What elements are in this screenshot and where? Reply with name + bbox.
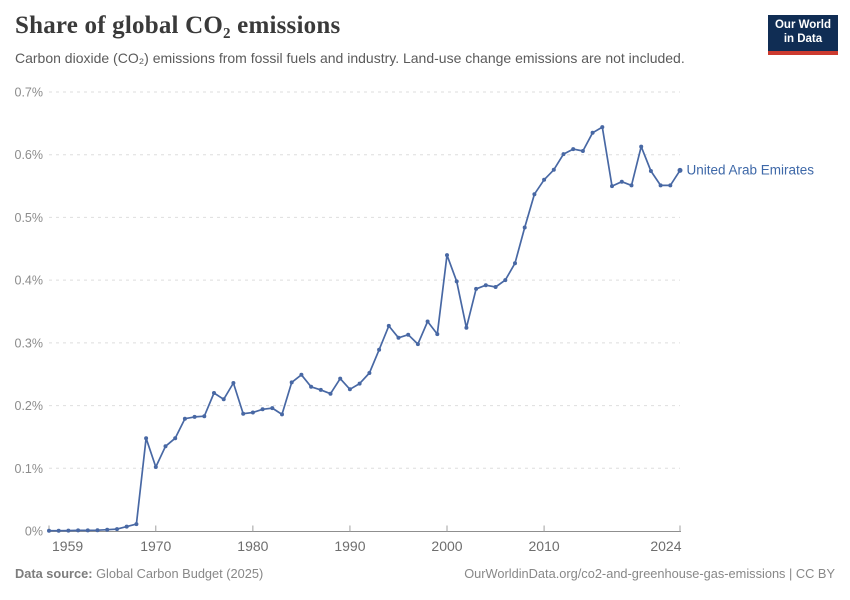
emissions-trend-line[interactable]: [48, 126, 681, 532]
data-point[interactable]: [144, 436, 149, 441]
data-point[interactable]: [561, 152, 566, 157]
data-point[interactable]: [619, 179, 624, 184]
data-point[interactable]: [347, 387, 352, 392]
data-source-label: Data source:: [15, 566, 93, 581]
data-point[interactable]: [542, 177, 547, 182]
y-axis-tick-label: 0.2%: [15, 399, 44, 413]
data-source-value: Global Carbon Budget (2025): [96, 566, 264, 581]
x-axis-tick-label: 2000: [431, 538, 462, 554]
data-point[interactable]: [289, 380, 294, 385]
data-point[interactable]: [95, 528, 100, 533]
data-point[interactable]: [464, 325, 469, 330]
data-point[interactable]: [600, 125, 605, 130]
data-point[interactable]: [221, 397, 226, 402]
data-point[interactable]: [522, 225, 527, 230]
data-point[interactable]: [483, 283, 488, 288]
data-point[interactable]: [425, 319, 430, 324]
chart-header: Share of global CO₂ emissions Carbon dio…: [15, 12, 755, 67]
x-axis-tick-label: 2024: [650, 538, 681, 554]
data-point[interactable]: [202, 414, 207, 419]
data-point[interactable]: [386, 323, 391, 328]
data-point[interactable]: [367, 371, 372, 375]
x-axis-tick-label: 1990: [334, 538, 365, 554]
owid-logo-line2: in Data: [783, 32, 823, 45]
data-point[interactable]: [231, 381, 236, 385]
chart-subtitle: Carbon dioxide (CO₂) emissions from foss…: [15, 49, 685, 66]
data-point[interactable]: [56, 528, 61, 533]
data-point[interactable]: [639, 144, 644, 149]
data-point[interactable]: [318, 387, 323, 392]
owid-logo[interactable]: Our World in Data: [767, 15, 838, 55]
data-point[interactable]: [192, 414, 197, 419]
owid-logo-line1: Our World: [774, 19, 831, 31]
data-point[interactable]: [76, 528, 81, 533]
data-point[interactable]: [590, 130, 595, 135]
chart-canvas: 0% 0.1% 0.2% 0.3% 0.4% 0.5% 0.6% 0.7% 1959 1970 19…: [15, 86, 815, 555]
chart-area: 0% 0.1% 0.2% 0.3% 0.4% 0.5% 0.6% 0.7% 1959 1970 19…: [0, 80, 850, 558]
data-point[interactable]: [260, 407, 265, 412]
series-endpoint-marker: [677, 167, 683, 173]
data-point[interactable]: [532, 192, 537, 197]
data-point[interactable]: [299, 372, 304, 377]
y-axis-tick-label: 0%: [25, 525, 43, 539]
data-point[interactable]: [571, 147, 576, 152]
data-point[interactable]: [474, 286, 479, 291]
y-axis-tick-label: 0.3%: [15, 336, 44, 350]
data-point[interactable]: [280, 412, 284, 417]
y-axis-tick-label: 0.4%: [15, 274, 44, 288]
data-point[interactable]: [163, 444, 168, 449]
data-point[interactable]: [182, 416, 187, 421]
data-point[interactable]: [454, 279, 459, 284]
y-axis-tick-label: 0.5%: [15, 211, 44, 225]
data-point[interactable]: [406, 332, 411, 337]
data-point[interactable]: [357, 381, 362, 386]
data-point[interactable]: [629, 183, 634, 188]
data-point[interactable]: [503, 278, 508, 283]
data-point[interactable]: [668, 183, 673, 188]
data-point[interactable]: [610, 184, 614, 189]
data-point[interactable]: [445, 253, 449, 258]
y-axis-tick-label: 0.7%: [15, 86, 44, 100]
data-point[interactable]: [134, 522, 139, 527]
chart-footer: Data source: Global Carbon Budget (2025)…: [15, 566, 835, 581]
data-point[interactable]: [115, 527, 119, 532]
data-point[interactable]: [173, 436, 178, 441]
data-point[interactable]: [493, 285, 498, 289]
data-point[interactable]: [212, 391, 216, 395]
data-point[interactable]: [648, 169, 653, 173]
data-point[interactable]: [377, 347, 382, 352]
data-point[interactable]: [270, 406, 275, 411]
data-point[interactable]: [124, 524, 129, 529]
data-point[interactable]: [105, 527, 110, 532]
data-point[interactable]: [551, 167, 556, 172]
data-point[interactable]: [241, 411, 246, 416]
x-axis-tick-label: 1959: [52, 538, 83, 554]
y-axis-tick-label: 0.1%: [15, 462, 44, 476]
x-axis-tick-label: 1980: [237, 538, 268, 554]
x-axis-tick-label: 1970: [140, 538, 171, 554]
data-point[interactable]: [328, 391, 333, 396]
data-point[interactable]: [435, 332, 440, 337]
data-point[interactable]: [153, 465, 158, 469]
data-point[interactable]: [396, 335, 401, 340]
data-point[interactable]: [415, 342, 420, 347]
data-point[interactable]: [658, 183, 663, 188]
data-point[interactable]: [580, 149, 585, 153]
data-point[interactable]: [85, 528, 90, 533]
x-axis-tick-label: 2010: [529, 538, 560, 554]
data-point[interactable]: [250, 410, 255, 415]
data-point[interactable]: [338, 376, 343, 381]
data-source-note: Data source: Global Carbon Budget (2025): [15, 566, 263, 581]
chart-title: Share of global CO₂ emissions: [15, 12, 341, 39]
data-point[interactable]: [47, 528, 51, 533]
y-axis-tick-label: 0.6%: [15, 148, 44, 162]
series-label[interactable]: United Arab Emirates: [687, 163, 815, 178]
data-point[interactable]: [513, 261, 517, 266]
owid-url-license[interactable]: OurWorldinData.org/co2-and-greenhouse-ga…: [464, 566, 835, 581]
data-point[interactable]: [66, 528, 71, 533]
data-point[interactable]: [309, 384, 314, 389]
